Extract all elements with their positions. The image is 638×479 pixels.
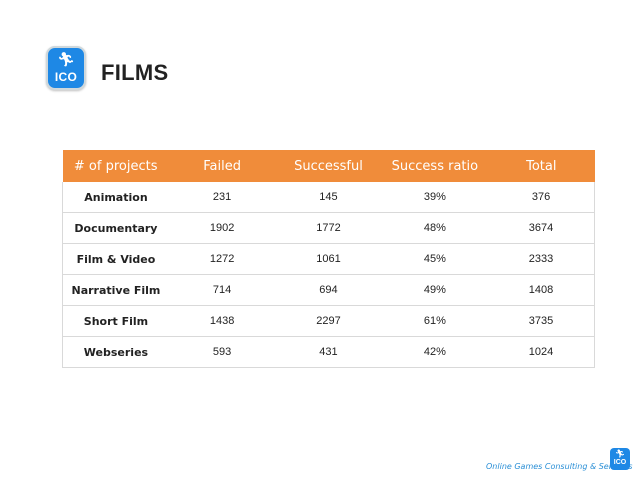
cell-success-ratio: 49% xyxy=(381,274,489,306)
table-row: Documentary 1902 1772 48% 3674 xyxy=(61,212,596,244)
cell-success-ratio: 61% xyxy=(381,305,489,337)
cell-successful: 145 xyxy=(275,182,382,213)
cell-total: 1408 xyxy=(488,274,596,306)
table-row: Short Film 1438 2297 61% 3735 xyxy=(61,305,596,337)
ico-logo-small: 🏃︎ ICO xyxy=(610,448,630,470)
cell-successful: 431 xyxy=(275,336,382,368)
cell-failed: 1438 xyxy=(168,305,276,337)
table-row: Animation 231 145 39% 376 xyxy=(61,182,596,213)
cell-total: 1024 xyxy=(488,336,596,368)
table-row: Webseries 593 431 42% 1024 xyxy=(61,336,596,368)
logo-text: ICO xyxy=(54,70,78,84)
films-table: # of projects Failed Successful Success … xyxy=(61,150,596,368)
table-row: Narrative Film 714 694 49% 1408 xyxy=(61,274,596,306)
page-title: FILMS xyxy=(101,60,169,85)
table-header-row: # of projects Failed Successful Success … xyxy=(62,150,595,182)
cell-successful: 1061 xyxy=(275,243,382,275)
cell-successful: 1772 xyxy=(275,212,382,244)
cell-failed: 1902 xyxy=(168,212,276,244)
row-label: Documentary xyxy=(61,212,169,244)
ico-logo: 🏃︎ ICO xyxy=(46,46,86,90)
cell-total: 3735 xyxy=(488,305,596,337)
cell-failed: 593 xyxy=(168,336,276,368)
row-label: Film & Video xyxy=(61,243,169,275)
row-label: Short Film xyxy=(61,305,169,337)
footer-tagline: Online Games Consulting & Services xyxy=(486,462,633,471)
logo-text: ICO xyxy=(613,459,627,466)
cell-total: 2333 xyxy=(488,243,596,275)
row-label: Narrative Film xyxy=(61,274,169,306)
cell-failed: 1272 xyxy=(168,243,276,275)
column-header-success-ratio: Success ratio xyxy=(381,150,489,182)
runner-icon: 🏃︎ xyxy=(614,449,626,458)
runner-icon: 🏃︎ xyxy=(57,52,75,68)
cell-success-ratio: 45% xyxy=(381,243,489,275)
column-header-failed: Failed xyxy=(168,150,276,182)
table-row: Film & Video 1272 1061 45% 2333 xyxy=(61,243,596,275)
cell-success-ratio: 39% xyxy=(381,182,489,213)
column-header-projects: # of projects xyxy=(62,150,169,182)
column-header-successful: Successful xyxy=(275,150,382,182)
cell-success-ratio: 42% xyxy=(381,336,489,368)
cell-failed: 714 xyxy=(168,274,276,306)
cell-successful: 694 xyxy=(275,274,382,306)
cell-success-ratio: 48% xyxy=(381,212,489,244)
cell-failed: 231 xyxy=(168,182,276,213)
row-label: Animation xyxy=(61,182,169,213)
cell-successful: 2297 xyxy=(275,305,382,337)
cell-total: 3674 xyxy=(488,212,596,244)
column-header-total: Total xyxy=(488,150,595,182)
cell-total: 376 xyxy=(488,182,596,213)
row-label: Webseries xyxy=(61,336,169,368)
